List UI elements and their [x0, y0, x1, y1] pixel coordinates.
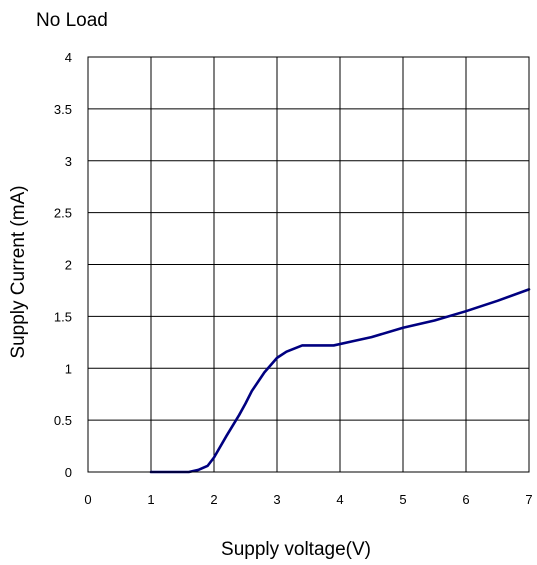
y-tick-label: 2 — [65, 258, 72, 273]
y-tick-label: 1 — [65, 361, 72, 376]
y-axis-title: Supply Current (mA) — [8, 185, 29, 358]
x-tick-labels: 0 1 2 3 4 5 6 7 — [84, 492, 532, 507]
chart-title: No Load — [36, 10, 108, 31]
y-tick-label: 0.5 — [54, 413, 72, 428]
x-tick-label: 6 — [462, 492, 469, 507]
y-tick-label: 0 — [65, 465, 72, 480]
y-tick-labels: 0 0.5 1 1.5 2 2.5 3 3.5 4 — [54, 50, 72, 480]
series-layer — [149, 288, 531, 474]
x-tick-label: 1 — [147, 492, 154, 507]
y-tick-label: 4 — [65, 50, 72, 65]
x-tick-label: 2 — [210, 492, 217, 507]
series-line-0 — [149, 288, 531, 474]
y-tick-label: 1.5 — [54, 309, 72, 324]
x-tick-label: 5 — [399, 492, 406, 507]
x-tick-label: 3 — [273, 492, 280, 507]
grid — [88, 57, 529, 472]
y-tick-label: 2.5 — [54, 206, 72, 221]
x-tick-label: 0 — [84, 492, 91, 507]
x-tick-label: 7 — [525, 492, 532, 507]
y-tick-label: 3 — [65, 154, 72, 169]
x-tick-label: 4 — [336, 492, 343, 507]
y-tick-label: 3.5 — [54, 102, 72, 117]
plot-frame — [87, 56, 530, 473]
x-axis-title: Supply voltage(V) — [221, 539, 371, 560]
